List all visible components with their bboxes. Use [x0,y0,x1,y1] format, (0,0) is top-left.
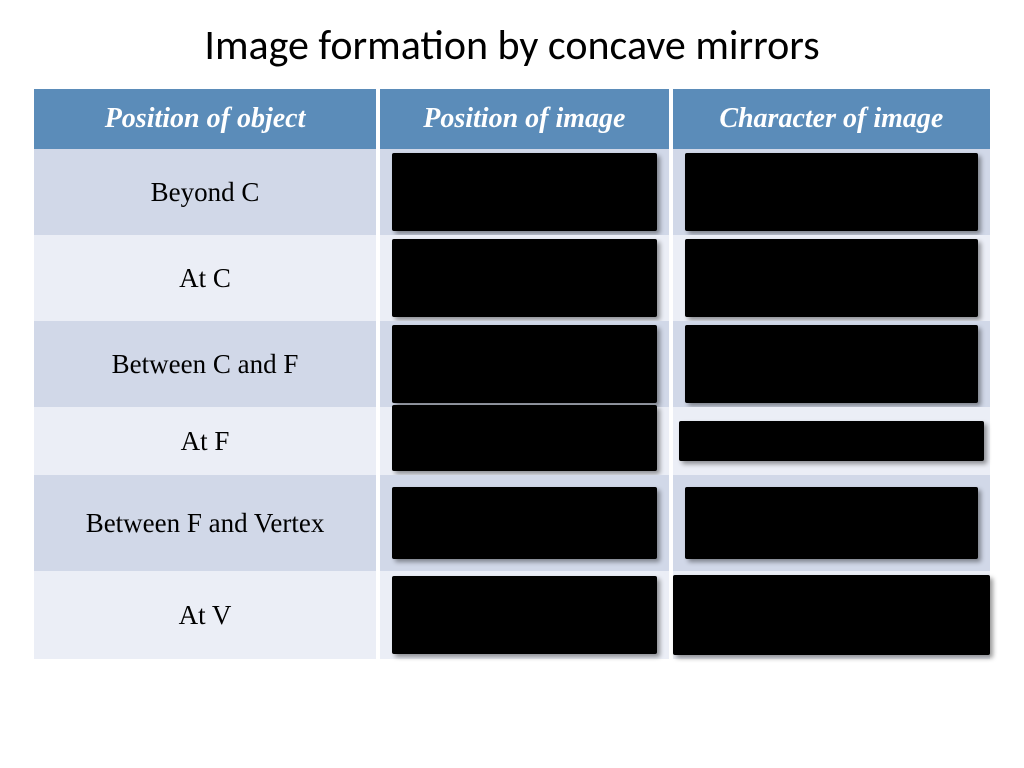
slide: Image formation by concave mirrors Posit… [0,0,1024,768]
image-character-cell [673,321,990,407]
image-position-cell [380,321,669,407]
image-character-cell [673,407,990,475]
table-row: Between F and Vertex [34,475,990,571]
slide-title: Image formation by concave mirrors [30,20,994,71]
redaction-block [685,325,978,403]
col-header-image-char: Character of image [673,89,990,149]
redaction-block [685,239,978,317]
redaction-block [392,239,658,317]
table-row: Beyond C [34,149,990,235]
object-position-cell: At C [34,235,376,321]
col-header-object: Position of object [34,89,376,149]
redaction-block [392,325,658,403]
redaction-block [679,421,984,461]
table-row: At V [34,571,990,659]
object-position-cell: At V [34,571,376,659]
table-row: At F [34,407,990,475]
image-character-cell [673,571,990,659]
image-position-cell [380,407,669,475]
image-position-cell [380,475,669,571]
redaction-block [392,405,658,471]
mirror-table: Position of object Position of image Cha… [30,89,994,659]
object-position-cell: Between F and Vertex [34,475,376,571]
redaction-block [685,487,978,559]
image-character-cell [673,149,990,235]
object-position-cell: At F [34,407,376,475]
table-row: At C [34,235,990,321]
image-character-cell [673,475,990,571]
image-position-cell [380,149,669,235]
object-position-cell: Beyond C [34,149,376,235]
object-position-cell: Between C and F [34,321,376,407]
redaction-block [392,487,658,559]
col-header-image-pos: Position of image [380,89,669,149]
image-position-cell [380,235,669,321]
image-character-cell [673,235,990,321]
redaction-block [673,575,991,655]
table-row: Between C and F [34,321,990,407]
redaction-block [392,153,658,231]
image-position-cell [380,571,669,659]
redaction-block [685,153,978,231]
redaction-block [392,576,658,654]
table-header-row: Position of object Position of image Cha… [34,89,990,149]
